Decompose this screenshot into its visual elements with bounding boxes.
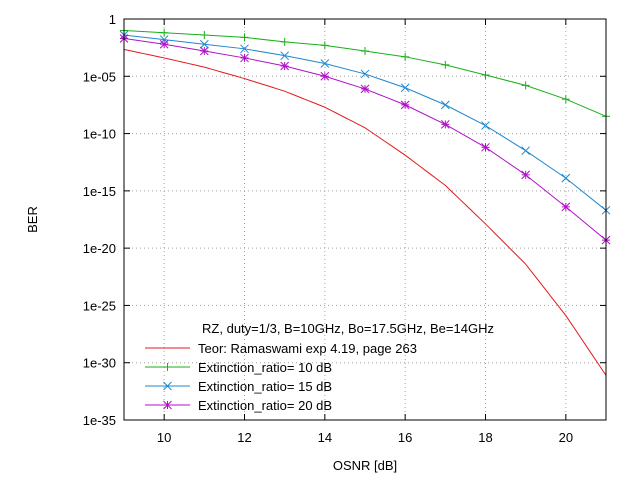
data-point — [521, 81, 530, 90]
x-axis-label: OSNR [dB] — [333, 458, 397, 473]
series — [119, 30, 611, 215]
y-tick-label: 1e-25 — [83, 298, 116, 313]
x-tick-label: 10 — [157, 430, 171, 445]
data-point — [320, 41, 329, 50]
data-point — [160, 28, 169, 37]
x-tick-label: 18 — [478, 430, 492, 445]
y-tick-label: 1e-05 — [83, 69, 116, 84]
data-point — [240, 33, 249, 42]
x-tick-label: 20 — [559, 430, 573, 445]
legend-label: Extinction_ratio= 15 dB — [198, 379, 332, 394]
data-point — [521, 170, 531, 180]
data-point — [199, 46, 209, 56]
x-tick-label: 14 — [318, 430, 332, 445]
data-point — [481, 142, 490, 152]
y-tick-label: 1e-10 — [83, 127, 116, 142]
data-point — [360, 84, 370, 94]
data-point — [163, 363, 172, 371]
data-point — [561, 95, 570, 104]
series-line — [123, 34, 607, 211]
data-point — [561, 173, 571, 183]
series-layer — [119, 26, 611, 376]
grid — [124, 18, 606, 421]
legend-title: RZ, duty=1/3, B=10GHz, Bo=17.5GHz, Be=14… — [202, 321, 494, 336]
data-point — [401, 52, 410, 61]
y-tick-label: 1e-15 — [83, 184, 116, 199]
series-line — [123, 48, 607, 376]
data-point — [163, 381, 172, 391]
data-point — [280, 51, 290, 61]
data-point — [440, 120, 450, 129]
y-tick-label: 1e-30 — [83, 356, 116, 371]
series — [123, 48, 607, 376]
y-tick-label: 1 — [109, 12, 116, 27]
legend-entry: Extinction_ratio= 10 dB — [145, 360, 332, 375]
data-point — [361, 47, 369, 56]
legend-entry: Extinction_ratio= 20 dB — [145, 398, 332, 413]
data-point — [163, 400, 172, 410]
x-tick-label: 16 — [398, 430, 412, 445]
legend-label: Extinction_ratio= 10 dB — [198, 360, 332, 375]
data-point — [320, 59, 330, 68]
y-axis-label: BER — [25, 206, 40, 233]
legend-entry: Teor: Ramaswami exp 4.19, page 263 — [145, 341, 417, 356]
series-line — [123, 37, 607, 241]
y-tick-label: 1e-20 — [83, 241, 116, 256]
axis-ticks — [124, 18, 606, 421]
data-point — [440, 100, 450, 110]
legend-entry: Extinction_ratio= 15 dB — [145, 379, 332, 394]
data-point — [360, 69, 370, 79]
data-point — [159, 39, 169, 49]
data-point — [240, 53, 249, 63]
data-point — [320, 71, 330, 81]
data-point — [481, 70, 490, 79]
data-point — [199, 39, 209, 49]
data-point — [400, 100, 410, 110]
legend: RZ, duty=1/3, B=10GHz, Bo=17.5GHz, Be=14… — [145, 321, 494, 413]
data-point — [561, 202, 571, 212]
legend-label: Extinction_ratio= 20 dB — [198, 398, 332, 413]
data-point — [481, 121, 490, 130]
data-point — [400, 83, 410, 93]
y-tick-label: 1e-35 — [83, 413, 116, 428]
data-point — [280, 37, 289, 46]
tick-labels: 10 12 14 16 18 20 1 1e-05 1e-10 1e-15 1e-20 1e-25 1e… — [83, 12, 573, 445]
legend-label: Teor: Ramaswami exp 4.19, page 263 — [198, 341, 417, 356]
data-point — [240, 44, 249, 54]
data-point — [280, 61, 290, 71]
x-tick-label: 12 — [237, 430, 251, 445]
data-point — [521, 146, 531, 156]
data-point — [200, 31, 209, 40]
data-point — [441, 60, 450, 69]
series — [119, 34, 611, 245]
plot-frame — [123, 18, 607, 421]
